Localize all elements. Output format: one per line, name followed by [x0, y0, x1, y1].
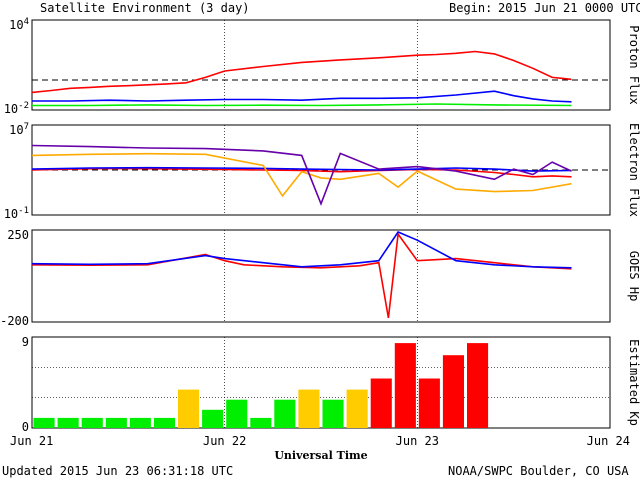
goes_hp-ylabel: GOES Hp [627, 251, 640, 302]
kp-bar [346, 389, 368, 428]
kp-bar [202, 409, 224, 428]
kp-bar [105, 417, 127, 428]
electron-series-2 [31, 152, 572, 198]
updated-timestamp: Updated 2015 Jun 23 06:31:18 UTC [2, 464, 234, 478]
electron-series-0 [31, 167, 572, 178]
electron-ytick-top: 107 [9, 122, 29, 137]
kp-bar [418, 378, 440, 428]
kp-bar [81, 417, 103, 428]
xaxis-tick-label: Jun 24 [587, 434, 630, 448]
kp-ytick-bottom: 0 [22, 420, 29, 434]
kp-bar [153, 417, 175, 428]
kp-bar [370, 378, 392, 428]
proton-series-2 [32, 103, 572, 107]
kp-bar [442, 355, 464, 428]
electron-series-1 [31, 166, 572, 172]
kp-bar [274, 399, 296, 428]
kp-bar [57, 417, 79, 428]
xaxis-label: Universal Time [274, 449, 367, 462]
noaa-credit: NOAA/SWPC Boulder, CO USA [448, 464, 629, 478]
xaxis-tick-label: Jun 22 [203, 434, 246, 448]
xaxis-tick-label: Jun 21 [10, 434, 53, 448]
chart-title: Satellite Environment (3 day) [40, 1, 250, 15]
goes_hp-series-1 [31, 231, 572, 269]
kp-bar [467, 343, 489, 428]
electron-ylabel: Electron Flux [627, 123, 640, 217]
electron-ytick-bottom: 10-1 [4, 206, 29, 221]
kp-bar [33, 417, 55, 428]
proton-frame [31, 19, 611, 111]
kp-bar [178, 389, 200, 428]
goes_hp-frame [31, 229, 611, 323]
electron-series-3 [31, 144, 572, 206]
proton-ytick-bottom: 10-2 [4, 101, 29, 116]
proton-ylabel: Proton Flux [627, 25, 640, 104]
kp-bar [129, 417, 151, 428]
kp-bar [298, 389, 320, 428]
kp-bar [226, 399, 248, 428]
begin-label: Begin: [449, 1, 493, 15]
goes_hp-ytick-bottom: -200 [0, 314, 29, 328]
kp-ytick-top: 9 [22, 335, 29, 349]
kp-bar [394, 343, 416, 428]
begin-value: 2015 Jun 21 0000 UTC [498, 1, 640, 15]
kp-bar [322, 399, 344, 428]
kp-bar [250, 417, 272, 428]
kp-frame [31, 336, 611, 429]
proton-series-0 [31, 50, 572, 94]
xaxis-tick-label: Jun 23 [396, 434, 439, 448]
goes_hp-series-0 [31, 231, 572, 319]
goes_hp-ytick-top: 250 [7, 228, 29, 242]
proton-series-1 [32, 90, 572, 103]
kp-ylabel: Estimated Kp [627, 339, 640, 426]
proton-ytick-top: 104 [9, 17, 29, 32]
